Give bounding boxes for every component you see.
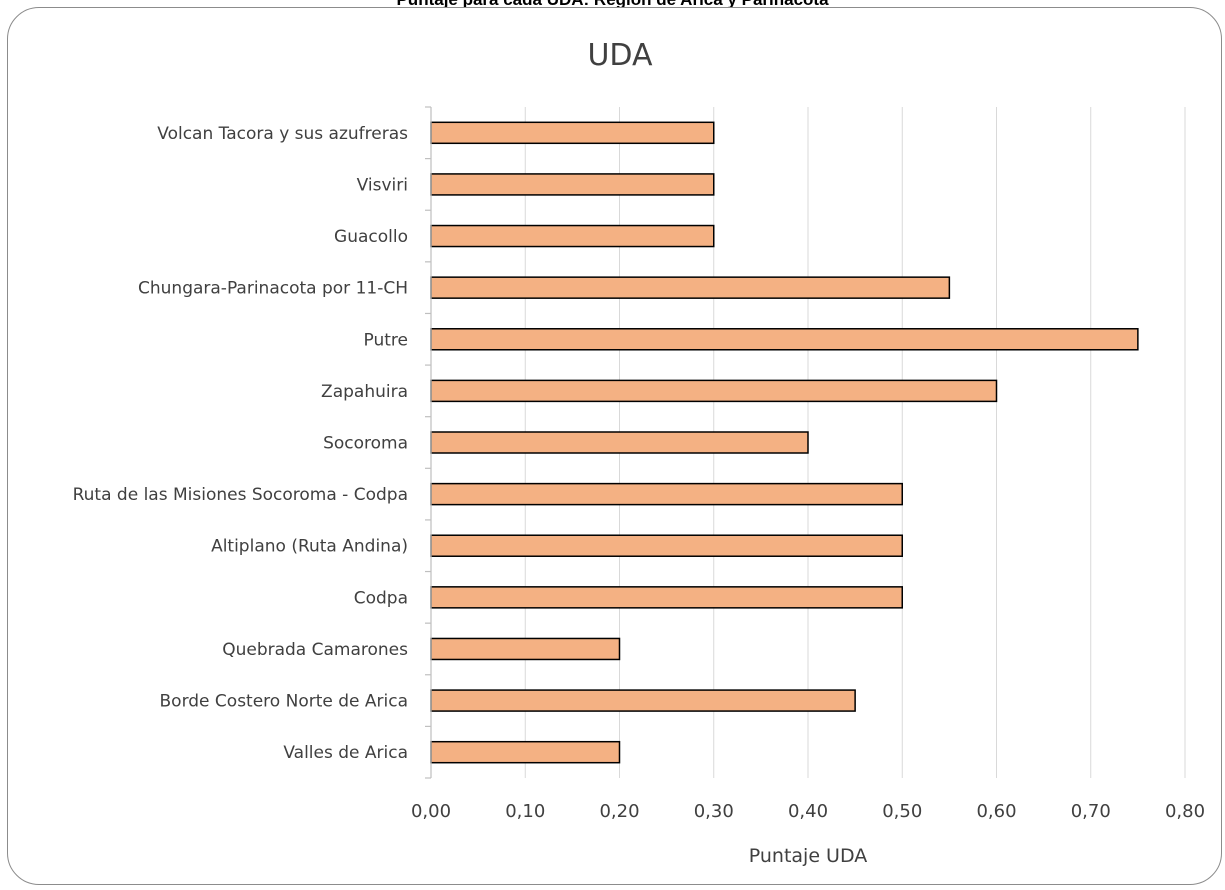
bars bbox=[430, 121, 1139, 764]
x-tick-label: 0,50 bbox=[882, 801, 922, 822]
x-tick-label: 0,40 bbox=[788, 801, 828, 822]
x-tick-label: 0,30 bbox=[694, 801, 734, 822]
category-label: Borde Costero Norte de Arica bbox=[160, 692, 408, 712]
category-label: Guacollo bbox=[334, 227, 408, 247]
bar bbox=[430, 121, 715, 145]
bar bbox=[430, 586, 903, 609]
bar bbox=[430, 379, 998, 403]
axes bbox=[425, 106, 432, 779]
x-axis-title: Puntaje UDA bbox=[749, 845, 868, 867]
bar bbox=[430, 482, 903, 506]
bar bbox=[430, 637, 621, 661]
x-tick-label: 0,10 bbox=[505, 801, 545, 822]
bar bbox=[430, 276, 951, 299]
bar bbox=[430, 224, 715, 248]
category-label: Socoroma bbox=[323, 434, 408, 454]
bar bbox=[430, 431, 809, 454]
category-label: Valles de Arica bbox=[283, 743, 408, 763]
x-tick-label: 0,20 bbox=[599, 801, 639, 822]
chart-title: UDA bbox=[587, 38, 653, 73]
category-label: Zapahuira bbox=[321, 382, 408, 402]
category-label: Altiplano (Ruta Andina) bbox=[211, 537, 408, 557]
bar bbox=[430, 173, 715, 196]
category-labels: Volcan Tacora y sus azufreras Visviri Guac… bbox=[73, 124, 409, 763]
category-label: Putre bbox=[364, 330, 408, 350]
x-tick-label: 0,00 bbox=[411, 801, 451, 822]
x-tick-label: 0,80 bbox=[1165, 801, 1205, 822]
category-label: Codpa bbox=[354, 588, 408, 608]
bar bbox=[430, 689, 856, 712]
category-label: Chungara-Parinacota por 11-CH bbox=[138, 279, 408, 299]
x-tick-label: 0,60 bbox=[976, 801, 1016, 822]
bar bbox=[430, 740, 621, 764]
category-label: Volcan Tacora y sus azufreras bbox=[157, 124, 408, 144]
x-tick-label: 0,70 bbox=[1071, 801, 1111, 822]
bar bbox=[430, 328, 1139, 351]
x-tick-labels: 0,00 0,10 0,20 0,30 0,40 0,50 0,60 0,70 0,80 bbox=[411, 801, 1205, 822]
category-label: Ruta de las Misiones Socoroma - Codpa bbox=[73, 485, 408, 505]
bar bbox=[430, 534, 903, 557]
category-label: Quebrada Camarones bbox=[222, 640, 408, 660]
category-label: Visviri bbox=[357, 175, 408, 195]
figure-caption: Puntaje para cada UDA: Región de Arica y… bbox=[0, 0, 1225, 10]
